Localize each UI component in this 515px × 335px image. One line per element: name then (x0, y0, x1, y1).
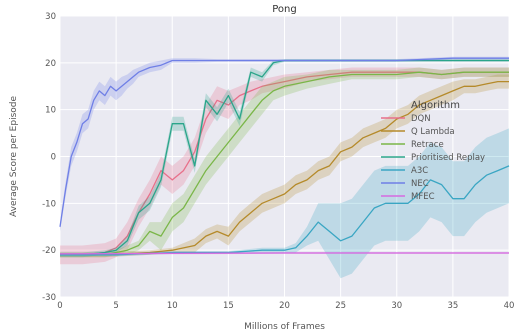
x-tick-label: 35 (447, 301, 458, 311)
x-tick-label: 30 (391, 301, 402, 311)
y-axis-label: Average Score per Episode (9, 96, 19, 218)
y-tick-label: 20 (45, 59, 56, 69)
series-q-lambda (60, 74, 509, 258)
series-line-mfec (59, 252, 509, 255)
x-tick-label: 5 (113, 301, 118, 311)
legend-item-dqn: DQN (411, 114, 431, 124)
series-line-a3c (60, 165, 510, 256)
x-axis-label: Millions of Frames (244, 322, 325, 332)
y-tick-label: 10 (45, 106, 56, 116)
legend-item-prioritised-replay: Prioritised Replay (411, 153, 485, 163)
y-tick-label: 30 (45, 12, 56, 22)
legend-item-a3c: A3C (411, 166, 428, 176)
legend-title: Algorithm (411, 100, 460, 111)
x-tick-label: 40 (504, 301, 515, 311)
series-retrace (60, 67, 509, 258)
x-tick-label: 25 (335, 301, 346, 311)
x-tick-label: 20 (279, 301, 290, 311)
series-mfec (59, 252, 509, 255)
series-line-nec (59, 57, 509, 227)
series-line-q-lambda (60, 80, 509, 256)
x-tick-label: 15 (223, 301, 234, 311)
series-layer (59, 56, 510, 279)
series-band-a3c (60, 128, 509, 279)
legend-item-nec: NEC (411, 179, 429, 189)
series-band-q-lambda (60, 74, 509, 258)
series-nec (59, 56, 509, 232)
y-tick-label: -30 (42, 293, 56, 303)
chart-title: Pong (272, 4, 296, 15)
y-tick-label: -10 (42, 199, 56, 209)
x-tick-label: 10 (167, 301, 178, 311)
tick-labels: 0 5 10 15 20 25 30 35 40 30 20 10 0 -10 -20 -30 (42, 12, 514, 311)
series-line-retrace (60, 71, 509, 256)
legend-item-q-lambda: Q Lambda (411, 127, 455, 137)
y-tick-label: 0 (51, 153, 56, 163)
series-band-dqn (60, 67, 509, 265)
series-band-retrace (60, 67, 509, 258)
legend: Algorithm DQN Q Lambda Retrace Prioritised … (381, 100, 485, 202)
x-tick-label: 0 (57, 301, 62, 311)
y-tick-label: -20 (42, 246, 56, 256)
series-a3c (60, 128, 510, 279)
legend-item-mfec: MFEC (411, 192, 435, 202)
legend-item-retrace: Retrace (411, 140, 444, 150)
